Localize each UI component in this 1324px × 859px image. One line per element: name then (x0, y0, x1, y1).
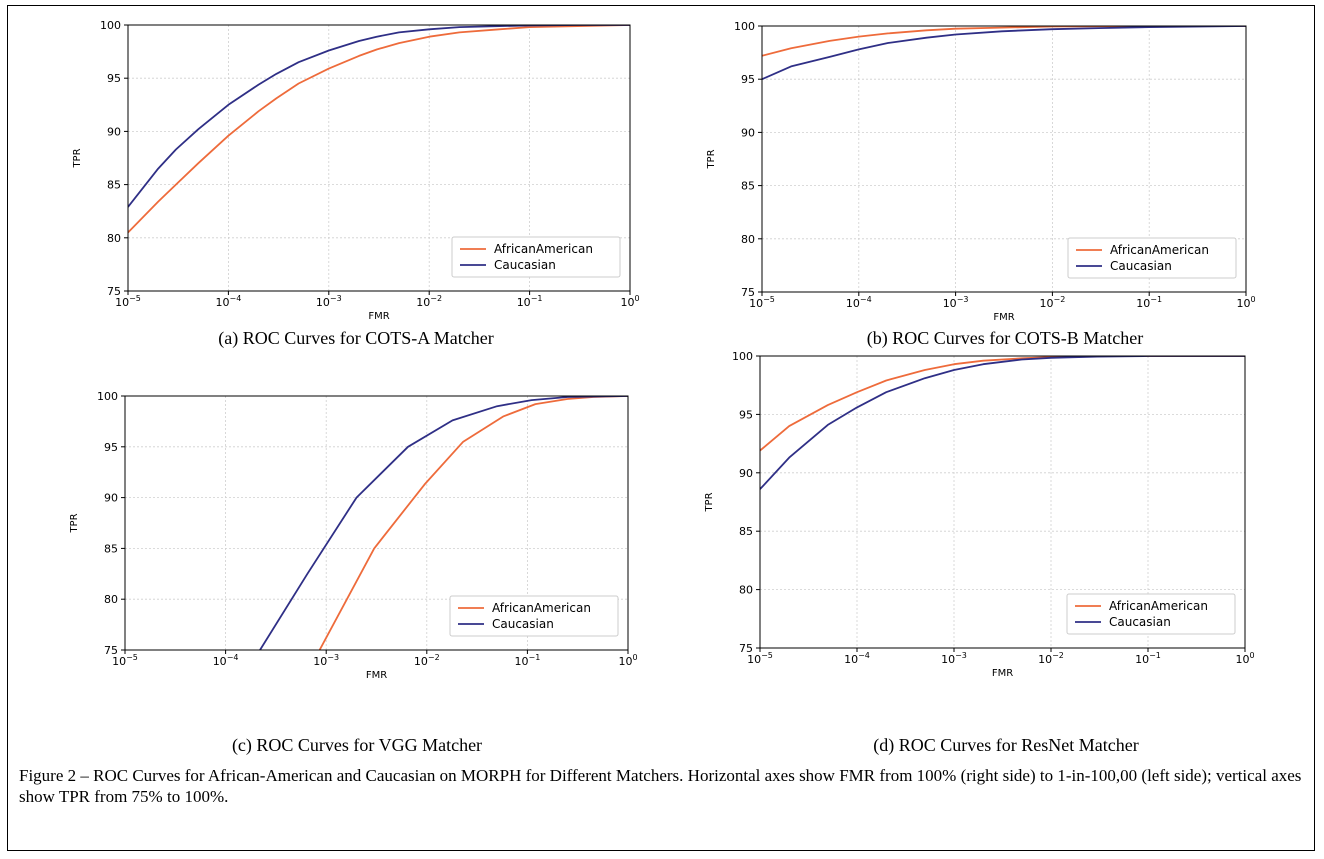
x-tick-label: 10−5 (747, 651, 773, 666)
caption-resnet: (d) ROC Curves for ResNet Matcher (873, 735, 1139, 755)
caption-vgg: (c) ROC Curves for VGG Matcher (231, 735, 483, 755)
plot-frame (127, 24, 631, 292)
x-tick-label: 10−4 (213, 653, 239, 668)
x-axis-label: FMR (993, 312, 1014, 323)
figure-frame (7, 5, 1315, 851)
series-line-africanamerican (128, 25, 630, 234)
y-tick-label: 95 (107, 72, 121, 85)
series-group (128, 25, 630, 234)
y-tick-label: 95 (104, 441, 118, 454)
legend-label-africanamerican: AfricanAmerican (494, 242, 593, 256)
legend-label-africanamerican: AfricanAmerican (492, 601, 591, 615)
y-tick-label: 90 (739, 467, 753, 480)
y-tick-label: 75 (739, 642, 753, 655)
series-line-caucasian (760, 356, 1245, 490)
x-tick-label: 10−3 (941, 651, 967, 666)
y-tick-label: 95 (741, 73, 755, 86)
x-axis-label: FMR (366, 670, 387, 681)
roc-panel-resnet: 10−5 10−4 10−3 10−2 10−1 100 75 80 85 90 95 100 FMR T… (692, 345, 1292, 685)
roc-panel-cots-b: 10−5 10−4 10−3 10−2 10−1 100 75 80 85 90 95 100 FMR T… (692, 15, 1292, 323)
y-tick-label: 85 (107, 179, 121, 192)
x-tick-label: 10−4 (844, 651, 870, 666)
y-axis-label: TPR (69, 513, 80, 533)
x-tick-label: 10−2 (1038, 651, 1064, 666)
x-tick-label: 10−3 (943, 295, 969, 310)
figure-caption: Figure 2 – ROC Curves for African-Americ… (19, 766, 1302, 806)
y-tick-label: 80 (741, 233, 755, 246)
x-tick-label: 10−5 (115, 294, 141, 309)
y-axis-label: TPR (706, 149, 717, 169)
x-tick-label: 10−4 (846, 295, 872, 310)
x-tick-label: 10−2 (414, 653, 440, 668)
y-tick-label: 90 (104, 492, 118, 505)
x-tick-label: 10−1 (1135, 651, 1161, 666)
roc-chart-cots-a: 10−5 10−4 10−3 10−2 10−1 100 75 80 85 90 95 100 FMR T… (72, 19, 640, 322)
y-tick-label: 85 (104, 542, 118, 555)
roc-panel-cots-a: 10−5 10−4 10−3 10−2 10−1 100 75 80 85 90 95 100 FMR T… (60, 15, 660, 322)
y-tick-label: 90 (741, 126, 755, 139)
y-tick-label: 100 (100, 19, 121, 32)
series-group (259, 396, 628, 650)
x-tick-label: 10−2 (1040, 295, 1066, 310)
y-tick-label: 80 (104, 593, 118, 606)
legend-box (449, 595, 619, 637)
series-line-africanamerican (760, 356, 1245, 452)
plot-frame (761, 25, 1247, 293)
legend-label-africanamerican: AfricanAmerican (1109, 599, 1208, 613)
series-line-caucasian (128, 25, 630, 208)
x-tick-label: 10−5 (112, 653, 138, 668)
series-group (762, 26, 1246, 81)
roc-chart-vgg: 10−5 10−4 10−3 10−2 10−1 100 75 80 85 90 95 100 FMR T… (69, 390, 638, 681)
y-tick-label: 85 (739, 525, 753, 538)
x-tick-label: 10−1 (1136, 295, 1162, 310)
legend-label-caucasian: Caucasian (1109, 615, 1171, 629)
y-tick-label: 90 (107, 125, 121, 138)
y-tick-label: 85 (741, 180, 755, 193)
x-axis-label: FMR (992, 668, 1013, 679)
plot-frame (124, 395, 629, 651)
y-tick-label: 100 (97, 390, 118, 403)
x-axis-label: FMR (368, 311, 389, 322)
y-tick-label: 100 (732, 350, 753, 363)
roc-chart-resnet: 10−5 10−4 10−3 10−2 10−1 100 75 80 85 90 95 100 FMR T… (704, 350, 1255, 679)
y-tick-label: 80 (107, 232, 121, 245)
x-tick-label: 10−1 (515, 653, 541, 668)
plot-frame (759, 355, 1246, 649)
y-tick-label: 95 (739, 408, 753, 421)
legend-label-caucasian: Caucasian (494, 258, 556, 272)
x-tick-label: 10−3 (313, 653, 339, 668)
legend-label-africanamerican: AfricanAmerican (1110, 243, 1209, 257)
y-tick-label: 75 (741, 286, 755, 299)
y-axis-label: TPR (72, 148, 83, 168)
series-line-africanamerican (318, 396, 628, 650)
series-group (760, 356, 1245, 490)
x-tick-label: 10−4 (216, 294, 242, 309)
x-tick-label: 10−5 (749, 295, 775, 310)
x-tick-label: 100 (620, 294, 639, 309)
legend-label-caucasian: Caucasian (492, 617, 554, 631)
y-tick-label: 100 (734, 20, 755, 33)
y-axis-label: TPR (704, 492, 715, 512)
roc-panel-vgg: 10−5 10−4 10−3 10−2 10−1 100 75 80 85 90 95 100 FMR T… (60, 385, 660, 685)
legend-box (1066, 593, 1236, 635)
legend-box (451, 236, 621, 278)
x-tick-label: 100 (618, 653, 637, 668)
series-line-caucasian (259, 396, 628, 650)
x-tick-label: 10−1 (517, 294, 543, 309)
y-tick-label: 80 (739, 584, 753, 597)
roc-chart-cots-b: 10−5 10−4 10−3 10−2 10−1 100 75 80 85 90 95 100 FMR T… (706, 20, 1256, 323)
x-tick-label: 100 (1235, 651, 1254, 666)
caption-cots-a: (a) ROC Curves for COTS-A Matcher (218, 328, 494, 348)
caption-cots-b: (b) ROC Curves for COTS-B Matcher (866, 328, 1144, 348)
legend-box (1067, 237, 1237, 279)
legend-label-caucasian: Caucasian (1110, 259, 1172, 273)
x-tick-label: 10−2 (416, 294, 442, 309)
x-tick-label: 10−3 (316, 294, 342, 309)
x-tick-label: 100 (1236, 295, 1255, 310)
series-line-caucasian (762, 26, 1246, 81)
y-tick-label: 75 (104, 644, 118, 657)
y-tick-label: 75 (107, 285, 121, 298)
